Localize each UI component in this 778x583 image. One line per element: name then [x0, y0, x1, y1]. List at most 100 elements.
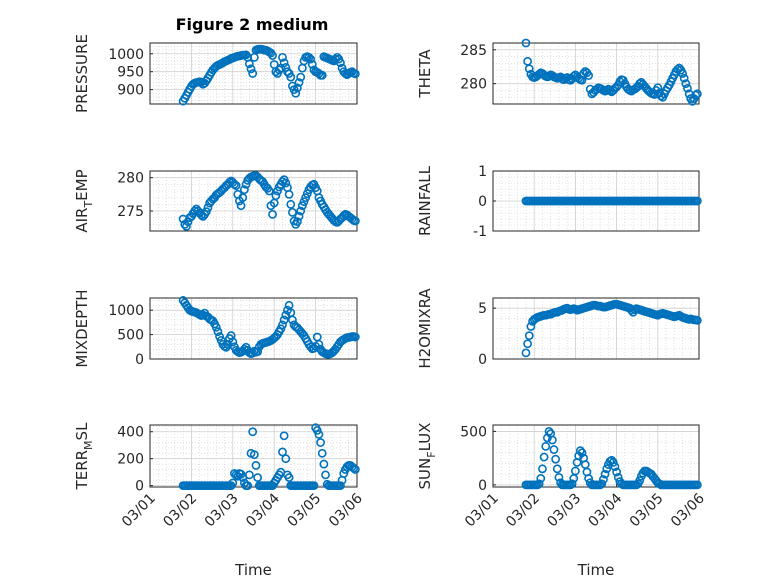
- y-tick-label: 285: [460, 43, 487, 59]
- data-point: [549, 445, 559, 454]
- data-point: [539, 452, 549, 462]
- y-axis-label: MIXDEPTH: [73, 289, 91, 367]
- data-point: [286, 199, 296, 209]
- y-tick-label: 500: [460, 424, 487, 440]
- y-tick-label: 950: [117, 65, 144, 81]
- data-point: [336, 481, 345, 491]
- x-tick-label: 03/05: [627, 491, 667, 531]
- data-point: [552, 464, 562, 474]
- data-point: [264, 186, 274, 196]
- data-series: [521, 38, 702, 106]
- data-point: [314, 339, 324, 349]
- x-tick-label: 03/02: [503, 491, 543, 531]
- data-point: [547, 435, 557, 445]
- y-tick-label: 0: [135, 352, 144, 368]
- data-point: [612, 467, 621, 477]
- data-point: [279, 431, 289, 441]
- data-point: [536, 474, 546, 483]
- x-tick-label: 03/03: [544, 491, 584, 531]
- axes-frame: [492, 297, 700, 360]
- data-point: [284, 189, 294, 199]
- y-axis-label: RAINFALL: [416, 165, 434, 236]
- figure-title: Figure 2 medium: [176, 15, 329, 34]
- data-point: [350, 332, 360, 342]
- x-tick-label: 03/01: [119, 491, 159, 531]
- data-point: [575, 446, 585, 456]
- data-point: [599, 475, 608, 484]
- data-point: [304, 52, 314, 62]
- data-point: [319, 459, 329, 469]
- data-point: [350, 216, 360, 226]
- data-series: [178, 171, 360, 231]
- y-axis-label: THETA: [416, 49, 434, 99]
- subplot-7: 0 200 400 TERRMSL 03/01 03/02 03/03 03/04 03/05 0…: [73, 422, 366, 579]
- data-point: [312, 425, 322, 435]
- data-point: [584, 71, 593, 80]
- data-point: [253, 473, 263, 482]
- axes-frame: [149, 297, 358, 360]
- data-point: [228, 478, 238, 488]
- data-point: [294, 211, 304, 221]
- data-point: [567, 479, 577, 489]
- data-point: [524, 331, 534, 341]
- data-point: [544, 427, 554, 436]
- subplot-1: 900 950 1000 PRESSURE: [73, 34, 360, 113]
- axes-background: [492, 424, 700, 488]
- data-point: [610, 462, 620, 472]
- axes-frame: [149, 170, 358, 232]
- data-point: [288, 207, 297, 217]
- data-point: [309, 481, 319, 491]
- subplot-4: -1 0 1 RAINFALL: [416, 164, 702, 240]
- data-point: [271, 191, 281, 201]
- data-point: [541, 441, 551, 451]
- x-tick-label: 03/04: [243, 490, 283, 530]
- data-point: [236, 201, 246, 211]
- data-point: [292, 217, 302, 227]
- data-point: [281, 178, 291, 188]
- axes-frame: [492, 42, 700, 105]
- data-point: [231, 181, 241, 191]
- data-point: [301, 193, 311, 203]
- y-tick-label: 275: [117, 204, 144, 220]
- data-point: [316, 438, 325, 447]
- data-point: [268, 51, 277, 60]
- data-point: [225, 177, 234, 187]
- data-point: [521, 38, 531, 48]
- axes-frame: [149, 424, 358, 488]
- data-point: [278, 52, 287, 62]
- x-tick-label: 03/02: [160, 491, 200, 531]
- data-point: [538, 464, 547, 474]
- data-point: [281, 454, 291, 464]
- data-point: [203, 203, 213, 213]
- data-point: [317, 448, 327, 458]
- x-tick-label: 03/01: [462, 491, 502, 531]
- data-point: [635, 476, 645, 485]
- y-tick-label: 1000: [108, 47, 144, 63]
- data-point: [317, 70, 327, 80]
- data-point: [307, 60, 317, 69]
- y-tick-label: 0: [478, 194, 487, 210]
- data-point: [602, 464, 612, 474]
- data-point: [608, 458, 618, 467]
- data-point: [279, 58, 289, 68]
- data-point: [211, 322, 221, 332]
- data-point: [653, 83, 663, 93]
- data-point: [182, 221, 191, 231]
- data-series: [521, 427, 702, 490]
- x-tick-label: 03/06: [668, 490, 708, 530]
- data-point: [569, 71, 579, 81]
- data-point: [244, 470, 254, 480]
- data-point: [691, 90, 701, 100]
- y-tick-label: 280: [117, 171, 144, 187]
- data-point: [523, 339, 533, 349]
- data-point: [279, 315, 289, 325]
- data-point: [339, 469, 349, 478]
- data-point: [692, 315, 702, 325]
- x-axis-label: Time: [234, 561, 272, 579]
- data-point: [605, 86, 615, 95]
- data-point: [268, 209, 277, 219]
- y-tick-label: 1000: [108, 303, 144, 319]
- y-tick-label: 5: [478, 301, 487, 317]
- data-point: [302, 189, 312, 199]
